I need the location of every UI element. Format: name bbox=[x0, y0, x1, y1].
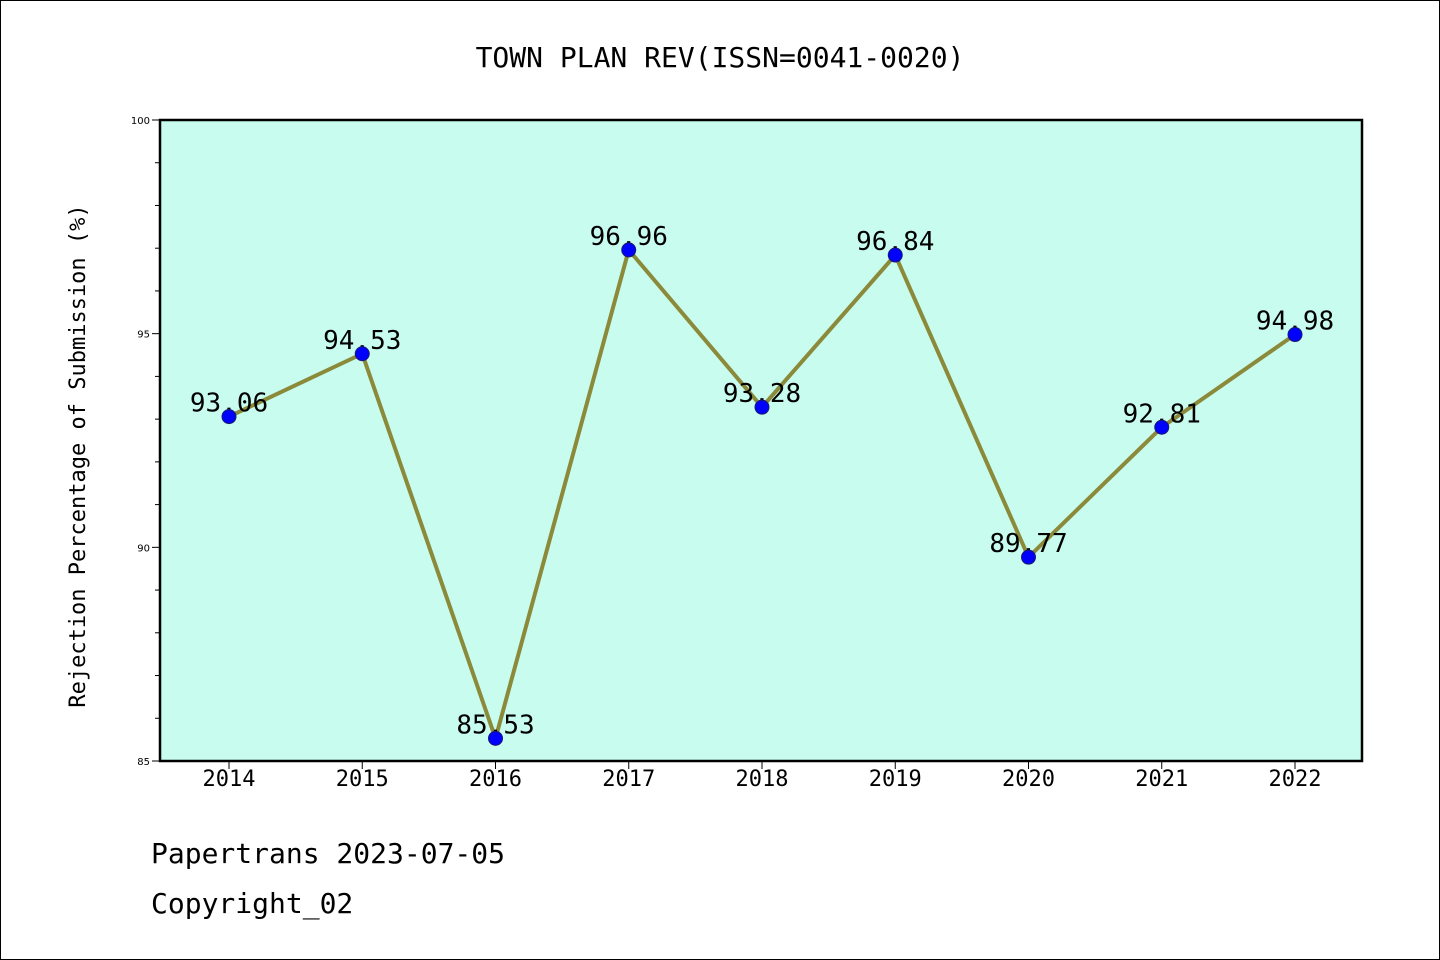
y-axis-label: Rejection Percentage of Submission (%) bbox=[66, 204, 91, 707]
x-tick-label: 2020 bbox=[1002, 767, 1055, 792]
data-point bbox=[488, 730, 503, 746]
y-tick-label: 90 bbox=[137, 543, 150, 554]
footer-date: Papertrans 2023-07-05 bbox=[151, 837, 506, 870]
data-point bbox=[621, 242, 637, 258]
data-point bbox=[1287, 327, 1303, 343]
data-markers bbox=[221, 242, 1303, 746]
footer-copyright: Copyright_02 bbox=[151, 887, 354, 920]
plot-frame bbox=[158, 118, 1364, 763]
y-tick-label: 100 bbox=[131, 116, 150, 127]
data-point bbox=[754, 399, 770, 415]
data-labels: 93.0694.5385.5396.9693.2896.8489.7792.81… bbox=[190, 222, 1334, 740]
x-tick-label: 2022 bbox=[1269, 767, 1322, 792]
y-tick-label: 85 bbox=[137, 757, 150, 768]
y-tick-labels: 85 90 95 100 bbox=[131, 116, 150, 768]
x-tick-label: 2018 bbox=[736, 767, 789, 792]
x-tick-label: 2021 bbox=[1135, 767, 1188, 792]
data-point bbox=[221, 409, 237, 425]
x-tick-label: 2014 bbox=[203, 767, 256, 792]
y-tick-label: 95 bbox=[137, 330, 150, 341]
x-tick-label: 2019 bbox=[869, 767, 922, 792]
x-tick-labels: 2014 2015 2016 2017 2018 2019 2020 2021 2022 bbox=[203, 767, 1322, 792]
chart-title: TOWN PLAN REV(ISSN=0041-0020) bbox=[476, 41, 965, 74]
data-point bbox=[1154, 419, 1170, 435]
data-point bbox=[1021, 549, 1036, 565]
x-tick-label: 2017 bbox=[602, 767, 655, 792]
plot-area bbox=[160, 120, 1362, 761]
data-point bbox=[354, 346, 370, 362]
data-point bbox=[887, 247, 903, 263]
axis-ticks bbox=[152, 119, 1296, 769]
x-tick-label: 2015 bbox=[336, 767, 389, 792]
x-tick-label: 2016 bbox=[469, 767, 522, 792]
